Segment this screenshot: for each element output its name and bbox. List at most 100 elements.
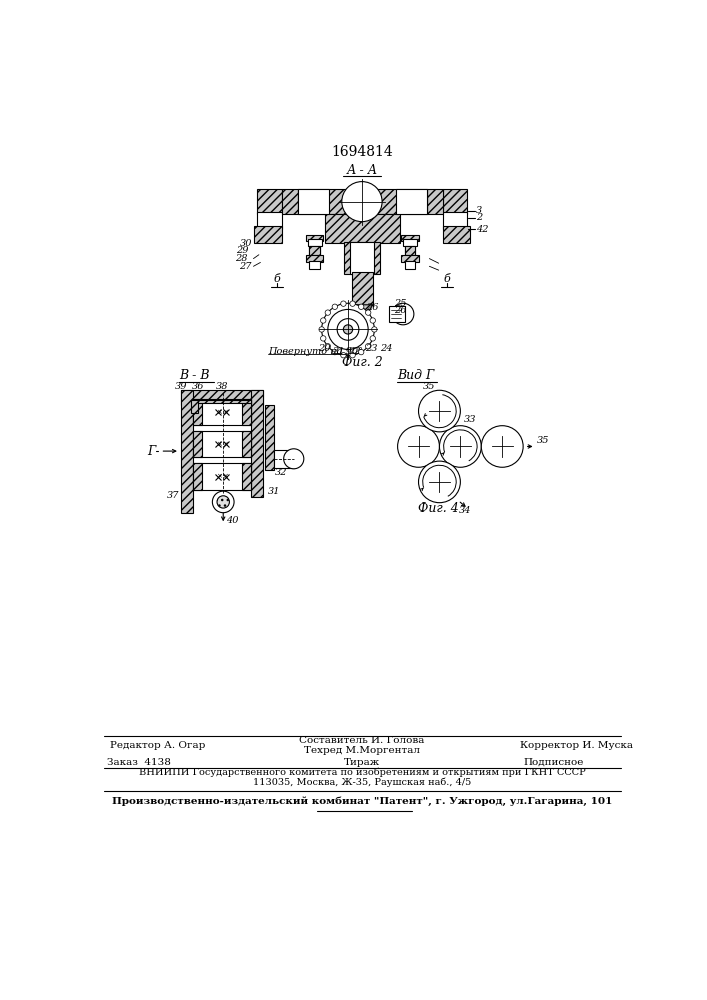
Text: А - А: А - А: [346, 164, 378, 177]
Text: Редактор А. Огар: Редактор А. Огар: [110, 741, 206, 750]
Circle shape: [319, 327, 325, 332]
Circle shape: [366, 310, 371, 315]
Bar: [242, 399, 251, 425]
Circle shape: [366, 344, 371, 349]
Circle shape: [358, 304, 364, 309]
Text: 1694814: 1694814: [331, 145, 393, 159]
Circle shape: [440, 426, 481, 467]
Circle shape: [481, 426, 523, 467]
Bar: [242, 431, 251, 457]
Bar: [351, 242, 373, 274]
Circle shape: [212, 491, 234, 513]
Text: 21: 21: [332, 347, 344, 356]
Circle shape: [341, 182, 382, 222]
Text: ×: ×: [216, 441, 221, 447]
Text: Заказ  4138: Заказ 4138: [107, 758, 170, 767]
Circle shape: [370, 336, 375, 341]
Bar: [182, 389, 193, 513]
Circle shape: [372, 327, 377, 332]
Circle shape: [320, 318, 326, 323]
Text: 38: 38: [216, 382, 229, 391]
Circle shape: [328, 309, 368, 349]
Polygon shape: [352, 305, 373, 314]
Circle shape: [320, 336, 326, 341]
Bar: [402, 255, 419, 262]
Text: 37: 37: [167, 491, 179, 500]
Circle shape: [217, 496, 230, 508]
Text: Техред М.Моргентал: Техред М.Моргентал: [304, 746, 420, 755]
Bar: [352, 272, 373, 305]
Text: 26: 26: [395, 306, 407, 315]
Circle shape: [419, 461, 460, 503]
Bar: [404, 235, 416, 255]
Text: ×: ×: [216, 409, 221, 415]
Bar: [443, 226, 470, 243]
Circle shape: [350, 301, 356, 306]
Text: Г: Г: [148, 445, 156, 458]
Bar: [282, 189, 298, 214]
Text: 34: 34: [459, 506, 472, 515]
Bar: [325, 214, 400, 243]
Circle shape: [358, 349, 364, 355]
Circle shape: [392, 303, 414, 325]
Circle shape: [332, 304, 337, 309]
Bar: [402, 235, 419, 241]
Text: 22: 22: [348, 347, 361, 356]
Bar: [403, 239, 417, 246]
Text: ×: ×: [222, 474, 228, 480]
Bar: [306, 255, 323, 262]
Bar: [298, 189, 329, 214]
Bar: [191, 400, 199, 413]
Text: б: б: [444, 274, 450, 284]
Bar: [242, 463, 251, 490]
Text: 36: 36: [192, 382, 204, 391]
Bar: [404, 261, 416, 269]
Text: Тираж: Тираж: [344, 758, 380, 767]
Text: Подписное: Подписное: [523, 758, 583, 767]
Text: 33: 33: [464, 415, 476, 424]
Text: 3: 3: [476, 206, 482, 215]
Bar: [193, 399, 202, 425]
Circle shape: [337, 319, 359, 340]
Bar: [443, 212, 467, 229]
Bar: [389, 306, 404, 322]
Bar: [309, 261, 320, 269]
Bar: [427, 189, 443, 214]
Bar: [257, 189, 282, 214]
Text: 24: 24: [380, 344, 393, 353]
Circle shape: [397, 426, 440, 467]
Bar: [404, 246, 416, 255]
Circle shape: [332, 349, 337, 355]
Circle shape: [370, 318, 375, 323]
Circle shape: [350, 353, 356, 358]
Bar: [309, 246, 320, 255]
Text: Фиг. 2: Фиг. 2: [341, 356, 382, 369]
Text: 30: 30: [240, 239, 252, 248]
Bar: [443, 189, 467, 214]
Text: 40: 40: [226, 516, 238, 525]
Text: ВНИИПИ Государственного комитета по изобретениям и открытиям при ГКНТ СССР: ВНИИПИ Государственного комитета по изоб…: [139, 767, 585, 777]
Bar: [191, 400, 251, 403]
Bar: [344, 242, 380, 274]
Circle shape: [341, 353, 346, 358]
Text: ×: ×: [216, 474, 221, 480]
Bar: [306, 235, 323, 241]
Bar: [257, 212, 282, 229]
Bar: [274, 450, 293, 468]
Text: 23: 23: [365, 344, 378, 353]
Text: 32: 32: [275, 468, 288, 477]
Text: Корректор И. Муска: Корректор И. Муска: [520, 741, 633, 750]
Bar: [298, 189, 427, 214]
Circle shape: [325, 344, 331, 349]
Circle shape: [284, 449, 304, 469]
Circle shape: [419, 390, 460, 432]
Bar: [265, 405, 274, 470]
Text: 39: 39: [175, 382, 187, 391]
Bar: [309, 235, 320, 255]
Text: Фиг. 4: Фиг. 4: [418, 502, 459, 515]
Text: 20: 20: [318, 344, 331, 353]
Text: ×: ×: [222, 409, 228, 415]
Text: Производственно-издательский комбинат "Патент", г. Ужгород, ул.Гагарина, 101: Производственно-издательский комбинат "П…: [112, 797, 612, 806]
Bar: [251, 389, 263, 497]
Text: ×: ×: [222, 441, 228, 447]
